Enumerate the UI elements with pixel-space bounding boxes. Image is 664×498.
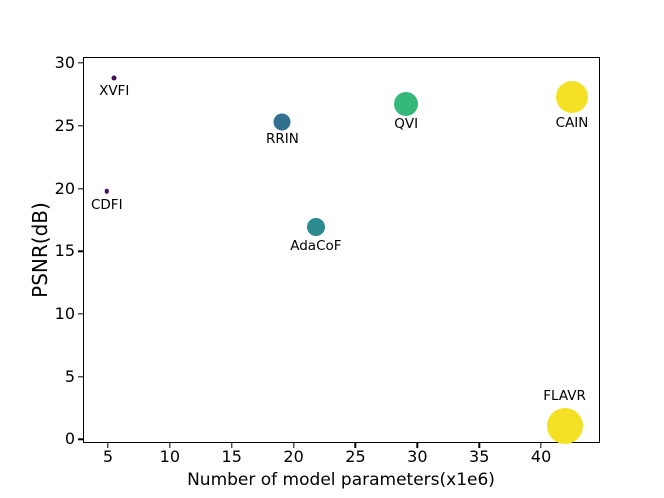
x-axis-label: Number of model parameters(x1e6) — [187, 470, 495, 490]
point-label-flavr: FLAVR — [543, 387, 586, 404]
plot-area: XVFI CDFI RRIN AdaCoF QVI CAIN FLAVR — [83, 57, 600, 444]
point-label-cdfi: CDFI — [90, 197, 123, 214]
y-axis-tick — [78, 62, 83, 64]
x-axis-tick-label: 30 — [407, 447, 428, 466]
point-label-adacof: AdaCoF — [290, 238, 342, 255]
x-axis-tick — [231, 443, 233, 448]
x-axis-tick — [169, 443, 171, 448]
point-label-rrin: RRIN — [266, 130, 299, 147]
y-axis-tick — [78, 250, 83, 252]
x-axis-tick-label: 40 — [530, 447, 552, 466]
scatter-point-xvfi — [111, 75, 117, 81]
point-label-xvfi: XVFI — [99, 82, 130, 99]
x-axis-tick-label: 25 — [345, 447, 366, 466]
y-axis-tick — [78, 187, 83, 190]
x-axis-tick — [107, 443, 109, 448]
x-axis-tick-label: 5 — [102, 447, 114, 466]
x-axis-tick-label: 10 — [159, 447, 181, 466]
scatter-point-adacof — [306, 218, 325, 237]
x-axis-tick — [354, 443, 357, 448]
scatter-point-flavr — [546, 407, 583, 444]
y-axis-tick-label: 5 — [64, 366, 75, 386]
y-axis-tick-label: 30 — [54, 53, 75, 73]
plot-inner: XVFI CDFI RRIN AdaCoF QVI CAIN FLAVR — [84, 58, 599, 444]
x-axis-tick — [478, 443, 480, 448]
scatter-point-cain — [556, 80, 589, 113]
y-axis-tick — [78, 438, 83, 441]
point-label-cain: CAIN — [555, 114, 589, 131]
scatter-point-rrin — [273, 113, 291, 131]
y-axis-tick — [78, 125, 83, 127]
y-axis-label: PSNR(dB) — [28, 202, 52, 298]
y-axis-tick-label: 0 — [64, 429, 75, 449]
scatter-point-cdfi — [104, 188, 110, 194]
y-axis-tick-label: 25 — [54, 115, 75, 135]
y-axis-tick — [78, 376, 83, 378]
x-axis-tick — [416, 443, 419, 448]
x-axis-tick-label: 35 — [469, 447, 490, 466]
y-axis-tick-label: 10 — [54, 304, 75, 323]
x-axis-tick — [540, 443, 542, 448]
point-label-qvi: QVI — [394, 116, 419, 133]
x-axis-tick — [292, 443, 295, 448]
y-axis-tick-label: 15 — [54, 241, 75, 261]
y-axis-tick-label: 20 — [54, 178, 75, 198]
x-axis-tick-label: 15 — [221, 447, 242, 466]
y-axis-tick — [78, 313, 83, 315]
scatter-point-qvi — [394, 92, 419, 117]
x-axis-tick-label: 20 — [283, 447, 304, 466]
